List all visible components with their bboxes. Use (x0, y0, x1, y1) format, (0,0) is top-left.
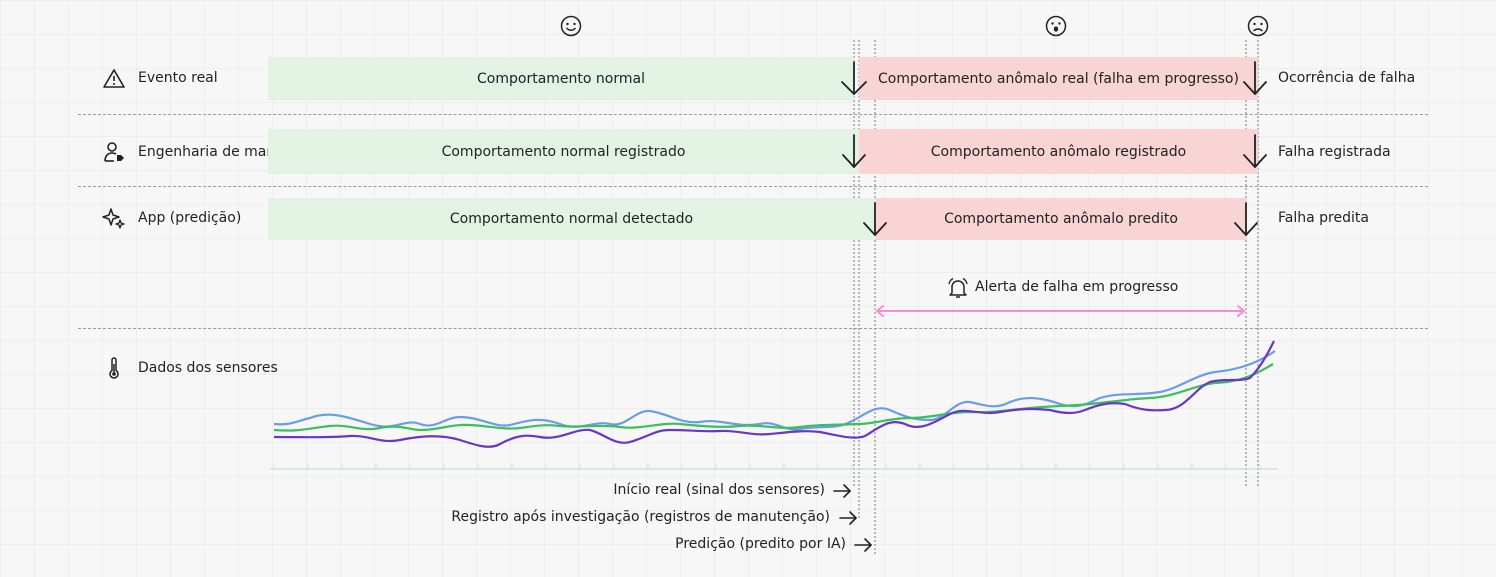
footnote-maintenance-record: Registro após investigação (registros de… (451, 509, 830, 525)
band-normal-real: Comportamento normal (268, 57, 854, 100)
row-end-label: Falha predita (1278, 210, 1369, 226)
row-label-real-event: Evento real (138, 70, 218, 86)
right-arrow-icon (839, 511, 857, 525)
band-label: Comportamento normal registrado (441, 143, 686, 160)
band-normal-detected: Comportamento normal detectado (268, 198, 875, 240)
maintenance-engineer-icon (104, 142, 124, 162)
sensor-series-purple (273, 340, 1275, 448)
right-arrow-icon (833, 484, 851, 498)
alert-label: Alerta de falha em progresso (975, 279, 1179, 295)
down-arrow-icon (1234, 202, 1258, 236)
band-anomalous-recorded: Comportamento anômalo registrado (859, 129, 1258, 174)
footnote-ai-prediction: Predição (predito por IA) (675, 536, 846, 552)
surprised-face-icon (1045, 15, 1067, 37)
row-end-label: Falha registrada (1278, 144, 1391, 160)
band-label: Comportamento normal (477, 70, 645, 87)
down-arrow-icon (863, 202, 887, 236)
sparkles-icon (102, 208, 125, 229)
bell-alert-icon (948, 277, 968, 298)
down-arrow-icon (841, 61, 867, 95)
sensor-data-label: Dados dos sensores (138, 360, 278, 376)
down-arrow-icon (1243, 134, 1267, 168)
band-label: Comportamento anômalo predito (944, 211, 1178, 227)
warning-icon (103, 69, 125, 88)
band-anomalous-real: Comportamento anômalo real (falha em pro… (859, 57, 1258, 100)
band-label: Comportamento anômalo real (falha em pro… (878, 70, 1239, 87)
down-arrow-icon (842, 134, 866, 168)
footnote-real-start: Início real (sinal dos sensores) (613, 482, 825, 498)
band-label: Comportamento anômalo registrado (930, 143, 1187, 160)
thermometer-icon (109, 357, 119, 379)
band-anomalous-predicted: Comportamento anômalo predito (875, 198, 1247, 240)
row-divider (78, 186, 1428, 187)
band-label: Comportamento normal detectado (449, 211, 694, 227)
smile-face-icon (560, 15, 582, 37)
row-end-label: Ocorrência de falha (1278, 70, 1416, 86)
sad-face-icon (1247, 15, 1269, 37)
down-arrow-icon (1243, 61, 1267, 95)
right-arrow-icon (854, 538, 872, 552)
section-divider (78, 328, 1428, 329)
row-divider (78, 114, 1428, 115)
sensor-series-green (273, 363, 1274, 432)
band-normal-recorded: Comportamento normal registrado (268, 129, 859, 174)
row-label-app: App (predição) (138, 210, 242, 226)
